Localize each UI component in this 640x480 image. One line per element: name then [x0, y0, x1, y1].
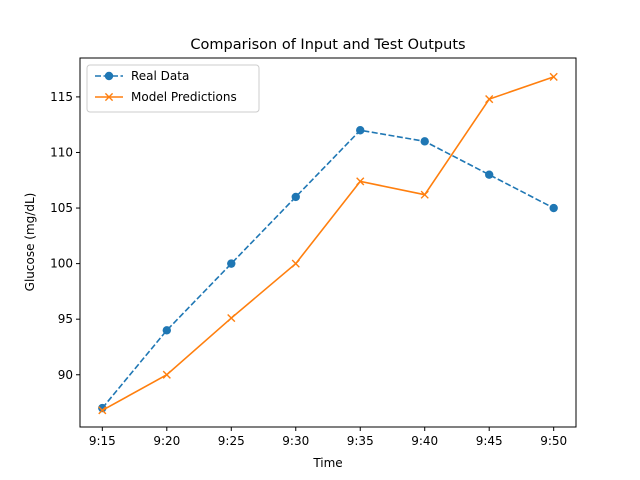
legend: Real Data Model Predictions [86, 64, 260, 113]
legend-label: Real Data [131, 69, 189, 83]
x-tick-label: 9:40 [411, 434, 438, 448]
data-point [227, 259, 236, 268]
data-point [162, 326, 171, 335]
series-0 [98, 126, 558, 413]
data-point [98, 403, 107, 413]
plot-area [98, 72, 558, 415]
legend-entry: Model Predictions [95, 90, 237, 104]
x-tick-label: 9:20 [153, 434, 180, 448]
plot-frame [79, 57, 577, 428]
data-point [162, 370, 171, 379]
data-point [485, 170, 494, 179]
x-tick-label: 9:30 [282, 434, 309, 448]
y-tick-label: 110 [50, 145, 73, 159]
legend-marker [104, 71, 114, 81]
data-point [227, 313, 236, 323]
series-1 [98, 72, 558, 415]
data-point [485, 95, 494, 104]
y-tick-label: 105 [50, 201, 73, 215]
y-tick-label: 100 [50, 257, 73, 271]
data-point [549, 72, 558, 81]
data-point [291, 259, 300, 268]
chart-title: Comparison of Input and Test Outputs [190, 37, 465, 53]
legend-marker [104, 92, 114, 102]
x-tick-label: 9:45 [476, 434, 503, 448]
x-tick-label: 9:35 [347, 434, 374, 448]
data-point [356, 126, 365, 135]
x-tick-label: 9:25 [218, 434, 245, 448]
y-axis: 90 95 100 105 110 115 [50, 90, 80, 382]
data-point [98, 406, 107, 415]
x-axis: 9:15 9:20 9:25 9:30 9:35 9:40 9:45 9:50 [89, 427, 567, 448]
data-point [420, 137, 429, 146]
y-axis-label: Glucose (mg/dL) [23, 193, 37, 292]
data-point [549, 203, 558, 213]
data-point [291, 192, 300, 202]
data-point [356, 177, 365, 186]
y-tick-label: 115 [50, 90, 73, 104]
x-axis-label: Time [312, 456, 342, 470]
x-tick-label: 9:50 [540, 434, 567, 448]
legend-entry: Real Data [95, 69, 189, 83]
legend-frame [86, 64, 260, 113]
x-tick-label: 9:15 [89, 434, 116, 448]
series-line [101, 76, 554, 412]
data-point [420, 190, 429, 199]
series-line [101, 129, 555, 409]
legend-label: Model Predictions [131, 90, 237, 104]
y-tick-label: 90 [58, 368, 73, 382]
y-tick-label: 95 [58, 312, 73, 326]
